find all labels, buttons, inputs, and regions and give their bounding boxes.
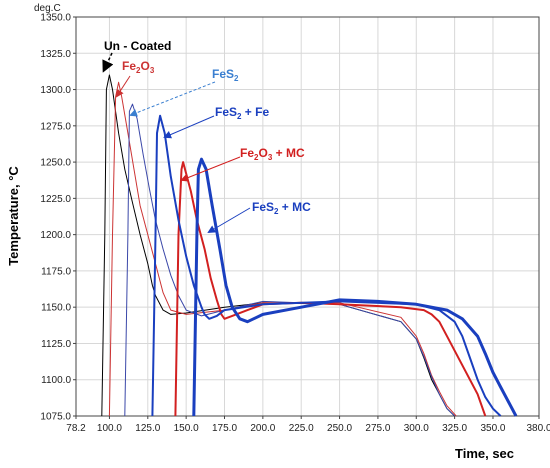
y-tick-label: 1125.0: [41, 339, 71, 350]
series-line-4: [151, 114, 502, 417]
x-tick-label: 250.0: [327, 423, 352, 434]
x-tick-label: 100.0: [97, 423, 122, 434]
series-line-5: [192, 157, 518, 417]
annotation-fes2-mc: FeS2 + MC: [252, 200, 311, 216]
annotation-fe2o3: Fe2O3: [122, 59, 155, 75]
x-axis-title: Time, sec: [455, 446, 514, 461]
plot-frame: [75, 16, 540, 417]
annotation-uncoated: Un - Coated: [104, 39, 171, 53]
arrow-uncoated: [102, 52, 114, 73]
x-tick-label: 350.0: [480, 423, 505, 434]
arrow-fe2o3-mc: [180, 156, 241, 182]
annotation-fes2-fe: FeS2 + Fe: [215, 105, 269, 121]
y-tick-label: 1300.0: [40, 85, 71, 96]
x-tick-label: 325.0: [442, 423, 467, 434]
y-tick-label: 1350.0: [40, 13, 71, 24]
y-tick-label: 1175.0: [41, 266, 71, 277]
arrow-fes2: [129, 81, 216, 117]
y-tick-label: 1275.0: [40, 121, 71, 132]
series-line-3: [174, 161, 487, 417]
y-tick-label: 1225.0: [40, 194, 71, 205]
y-tick-label: 1325.0: [40, 49, 71, 60]
x-tick-label: 380.0: [526, 423, 550, 434]
y-tick-label: 1200.0: [40, 230, 71, 241]
arrow-fes2-mc: [207, 207, 251, 234]
y-unit-label: deg.C: [34, 3, 61, 14]
arrow-fe2o3: [115, 75, 131, 98]
x-tick-label: 78.2: [66, 423, 86, 434]
arrow-fes2-fe: [163, 115, 215, 139]
annotation-fes2: FeS2: [212, 67, 239, 83]
x-tick-label: 175.0: [212, 423, 237, 434]
y-tick-label: 1250.0: [40, 158, 71, 169]
y-tick-label: 1100.0: [41, 375, 71, 386]
x-tick-label: 275.0: [365, 423, 390, 434]
annotations: Un - Coated Fe2O3 FeS2 FeS2 + Fe Fe2O3 +…: [104, 39, 311, 216]
x-tick-label: 125.0: [135, 423, 160, 434]
x-tick-label: 225.0: [289, 423, 314, 434]
annotation-fe2o3-mc: Fe2O3 + MC: [240, 146, 305, 162]
annotation-arrows: [102, 52, 251, 234]
series-line-1: [108, 81, 457, 417]
y-tick-label: 1075.0: [40, 412, 71, 423]
series-line-0: [101, 74, 455, 417]
x-tick-label: 150.0: [174, 423, 199, 434]
y-axis-title: Temperature, °C: [6, 166, 21, 266]
x-axis: 78.2 100.0 125.0 150.0 175.0 200.0 225.0 250.0 2…: [66, 416, 550, 434]
x-tick-label: 200.0: [250, 423, 275, 434]
x-tick-label: 300.0: [404, 423, 429, 434]
y-axis: 1075.0 1100.0 1125.0 1150.0 1175.0 1200.0 1225…: [40, 13, 76, 423]
y-tick-label: 1150.0: [41, 303, 71, 314]
